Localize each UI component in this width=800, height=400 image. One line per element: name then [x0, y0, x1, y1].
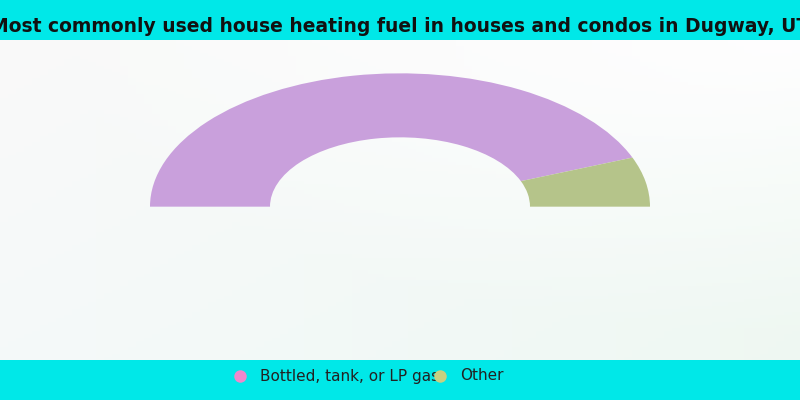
- Wedge shape: [521, 158, 650, 207]
- Text: Bottled, tank, or LP gas: Bottled, tank, or LP gas: [260, 368, 439, 384]
- Text: Most commonly used house heating fuel in houses and condos in Dugway, UT: Most commonly used house heating fuel in…: [0, 17, 800, 36]
- Wedge shape: [150, 73, 633, 207]
- Text: Other: Other: [460, 368, 503, 384]
